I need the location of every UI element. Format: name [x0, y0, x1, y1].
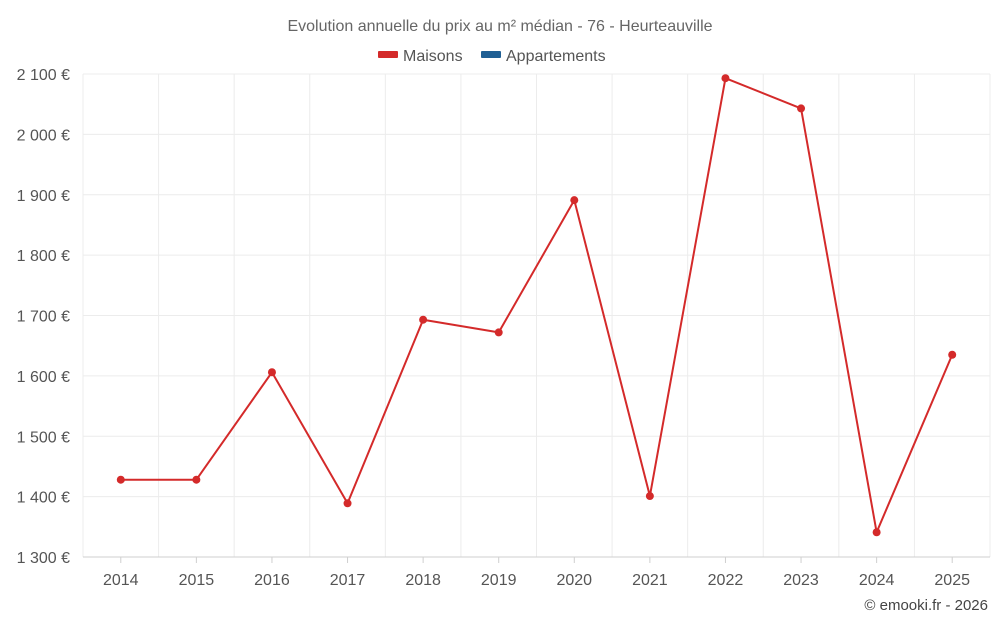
y-tick-label: 2 100 € — [17, 67, 70, 84]
data-point — [721, 74, 730, 83]
y-tick-label: 1 700 € — [17, 309, 70, 326]
data-point — [192, 475, 201, 484]
series-line-maisons — [120, 77, 954, 534]
legend-swatch-appartements — [481, 51, 501, 58]
x-tick-label: 2021 — [632, 572, 668, 589]
data-point — [267, 368, 276, 377]
data-point — [645, 492, 654, 501]
x-tick-label: 2020 — [556, 572, 592, 589]
y-tick-label: 1 500 € — [17, 429, 70, 446]
x-tick-label: 2018 — [405, 572, 441, 589]
y-tick-label: 1 300 € — [17, 550, 70, 567]
x-tick-label: 2025 — [934, 572, 970, 589]
data-point — [570, 196, 579, 205]
x-tick-label: 2015 — [179, 572, 215, 589]
legend-item-maisons[interactable]: Maisons — [378, 48, 463, 65]
legend-item-appartements[interactable]: Appartements — [481, 48, 606, 65]
legend-swatch-maisons — [378, 51, 398, 58]
plot-area: 1 300 € 1 400 € 1 500 € 1 600 € 1 700 € 1 800… — [17, 67, 991, 589]
x-tick-label: 2016 — [254, 572, 290, 589]
data-point — [343, 499, 352, 508]
x-tick-label: 2024 — [859, 572, 895, 589]
y-tick-label: 1 600 € — [17, 369, 70, 386]
data-point — [116, 475, 125, 484]
legend: Maisons Appartements — [378, 48, 606, 65]
data-point — [797, 104, 806, 113]
data-point — [872, 528, 881, 537]
x-tick-label: 2014 — [103, 572, 139, 589]
x-tick-label: 2023 — [783, 572, 819, 589]
y-tick-label: 1 900 € — [17, 188, 70, 205]
legend-label-maisons: Maisons — [403, 48, 463, 65]
chart-title: Evolution annuelle du prix au m² médian … — [287, 18, 712, 35]
data-point — [419, 315, 428, 324]
data-point — [494, 328, 503, 337]
data-point — [948, 350, 957, 359]
y-tick-label: 1 400 € — [17, 490, 70, 507]
legend-label-appartements: Appartements — [506, 48, 606, 65]
credit-text: © emooki.fr - 2026 — [864, 597, 988, 614]
y-tick-label: 2 000 € — [17, 127, 70, 144]
x-tick-label: 2022 — [708, 572, 744, 589]
x-tick-label: 2019 — [481, 572, 517, 589]
x-tick-label: 2017 — [330, 572, 366, 589]
y-tick-label: 1 800 € — [17, 248, 70, 265]
